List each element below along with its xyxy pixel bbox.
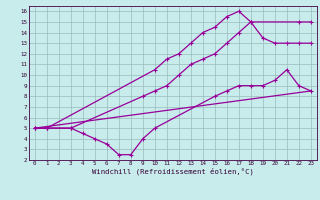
X-axis label: Windchill (Refroidissement éolien,°C): Windchill (Refroidissement éolien,°C): [92, 168, 254, 175]
